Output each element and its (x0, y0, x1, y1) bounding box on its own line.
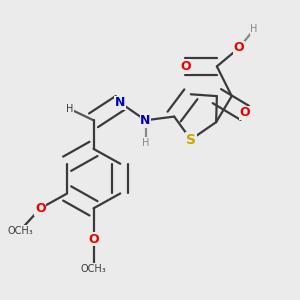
Text: OCH₃: OCH₃ (81, 264, 106, 274)
Text: O: O (239, 106, 250, 119)
Text: H: H (250, 24, 258, 34)
Text: S: S (186, 133, 196, 147)
Text: OCH₃: OCH₃ (7, 226, 33, 236)
Text: H: H (66, 104, 74, 114)
Text: O: O (180, 60, 190, 73)
Text: O: O (88, 233, 99, 246)
Text: O: O (234, 41, 244, 54)
Text: N: N (140, 114, 151, 127)
Text: H: H (142, 138, 149, 148)
Text: N: N (115, 96, 125, 109)
Text: O: O (35, 202, 46, 215)
